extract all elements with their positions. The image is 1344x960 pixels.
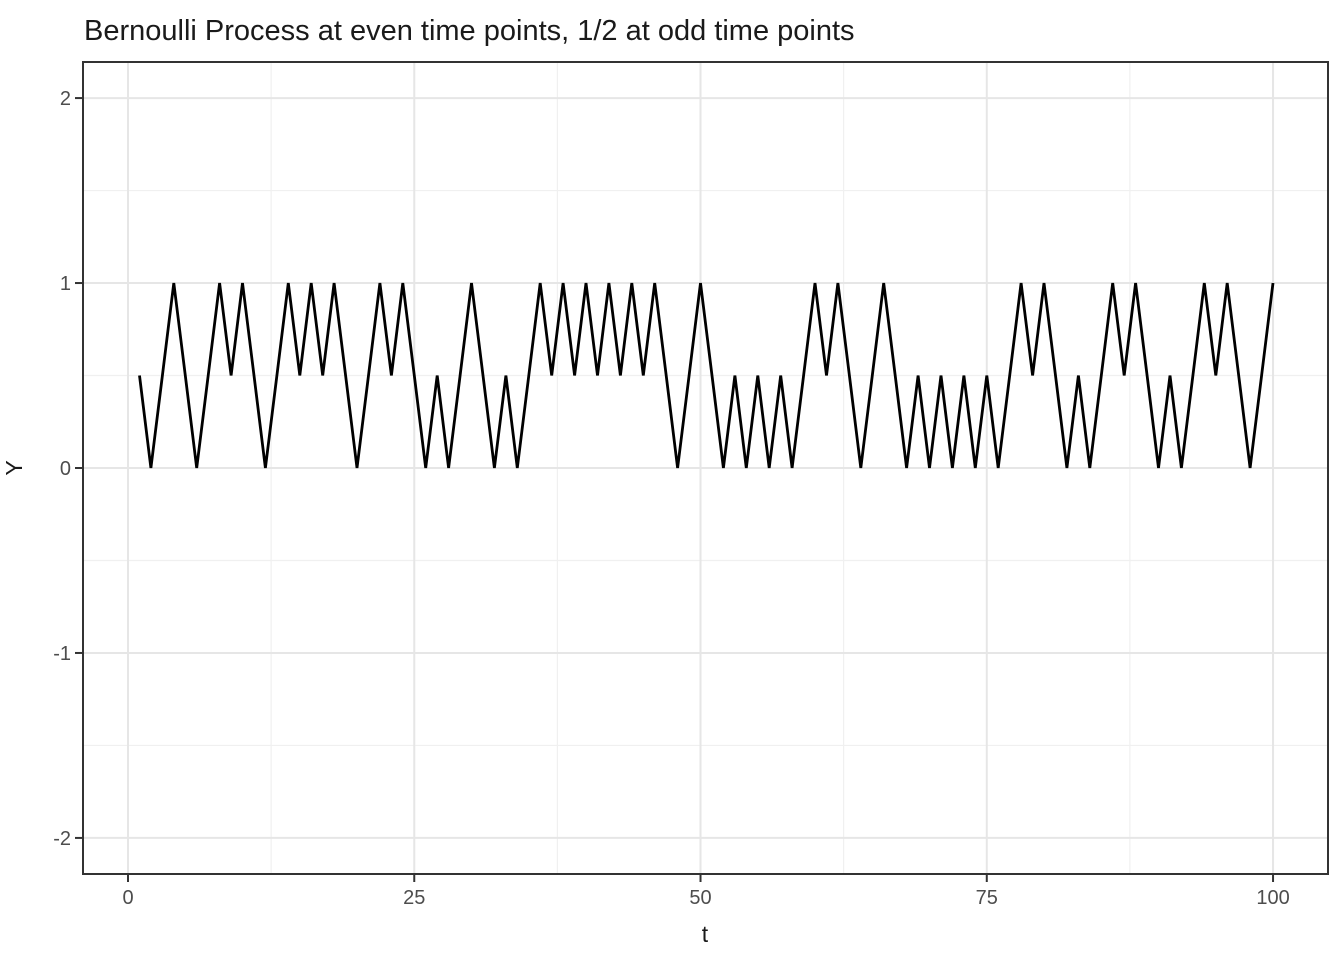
x-tick-label: 0: [122, 887, 133, 909]
series-line: [138, 282, 1275, 469]
x-tick-label: 50: [689, 887, 711, 909]
axis-tick-marks: [75, 97, 1275, 882]
y-tick-label: -2: [53, 828, 71, 850]
y-tick-label: -1: [53, 643, 71, 665]
x-tick-label: 25: [403, 887, 425, 909]
x-axis-tick-labels: 0 25 50 75 100: [122, 887, 1289, 909]
x-axis-title: t: [702, 921, 709, 947]
y-tick-label: 1: [60, 273, 71, 295]
y-tick-label: 2: [60, 88, 71, 110]
x-tick-label: 75: [976, 887, 998, 909]
x-tick-label: 100: [1256, 887, 1289, 909]
y-tick-label: 0: [60, 458, 71, 480]
y-axis-tick-labels: -2 -1 0 1 2: [53, 88, 71, 850]
grid-major-lines: [83, 62, 1328, 874]
y-axis-title: Y: [1, 460, 27, 475]
plot-title: Bernoulli Process at even time points, 1…: [84, 15, 855, 47]
